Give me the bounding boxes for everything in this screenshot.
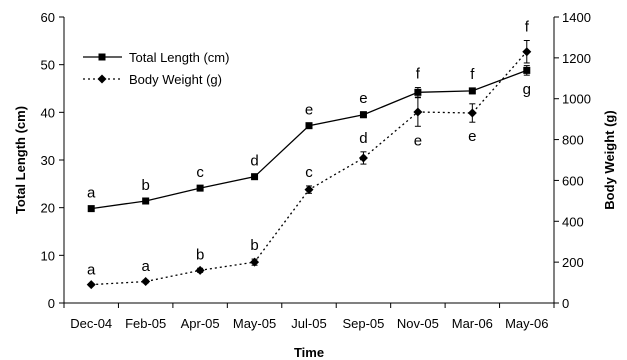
data-point: [251, 173, 259, 181]
series-body-weight: a a b b c d e e f: [86, 18, 532, 290]
x-tick-label: May-06: [505, 316, 548, 331]
data-point: [304, 185, 314, 195]
significance-label: c: [196, 164, 204, 181]
data-point: [195, 265, 205, 275]
series-layer: a b c d e e f f g a a b b c d e e f: [86, 18, 532, 290]
x-tick-label: Nov-05: [397, 316, 439, 331]
y-left-tick-label: 60: [41, 10, 55, 25]
x-axis-title: Time: [294, 345, 324, 360]
y-right-tick-label: 800: [562, 133, 584, 148]
significance-label: a: [141, 258, 150, 275]
data-point: [196, 184, 204, 192]
data-point: [413, 107, 423, 117]
x-tick-label: Feb-05: [125, 316, 166, 331]
x-tick-label: May-05: [233, 316, 276, 331]
significance-label: b: [196, 246, 204, 263]
y-right-tick-label: 0: [562, 296, 569, 311]
y-right-tick-label: 1400: [562, 10, 591, 25]
right-axis-ticks: 0 200 400 600 800 1000 1200 1400: [554, 10, 591, 311]
y-left-tick-label: 20: [41, 201, 55, 216]
significance-label: f: [470, 66, 475, 83]
significance-label: g: [523, 81, 531, 98]
y-right-tick-label: 1000: [562, 92, 591, 107]
legend-marker: [98, 53, 106, 61]
y-left-tick-label: 0: [48, 296, 55, 311]
y-left-tick-label: 50: [41, 58, 55, 73]
y-right-tick-label: 400: [562, 214, 584, 229]
significance-label: e: [359, 90, 367, 107]
significance-label: e: [414, 132, 422, 149]
significance-label: f: [416, 66, 421, 83]
significance-label: e: [468, 128, 476, 145]
data-point: [86, 280, 96, 290]
left-axis-ticks: 0 10 20 30 40 50 60: [41, 10, 64, 311]
significance-label: b: [141, 177, 149, 194]
y-axis-right-title: Body Weight (g): [602, 110, 617, 209]
data-point: [414, 88, 422, 96]
legend: Total Length (cm) Body Weight (g): [83, 50, 229, 87]
significance-label: c: [305, 164, 313, 181]
data-point: [468, 87, 476, 95]
data-point: [141, 277, 151, 287]
data-point: [250, 257, 260, 267]
y-right-tick-label: 600: [562, 173, 584, 188]
data-point: [87, 205, 95, 213]
significance-label: e: [305, 101, 313, 118]
x-tick-label: Mar-06: [452, 316, 493, 331]
x-tick-label: Jul-05: [291, 316, 326, 331]
significance-label: b: [250, 237, 258, 254]
y-right-tick-label: 1200: [562, 51, 591, 66]
data-point: [467, 108, 477, 118]
legend-label: Body Weight (g): [129, 72, 222, 87]
significance-label: d: [359, 130, 367, 147]
significance-label: f: [525, 18, 530, 35]
significance-label: d: [250, 152, 258, 169]
x-tick-label: Dec-04: [70, 316, 112, 331]
data-point: [305, 122, 313, 130]
series-total-length: a b c d e e f f g: [87, 65, 531, 213]
x-tick-label: Apr-05: [181, 316, 220, 331]
y-axis-left-title: Total Length (cm): [13, 106, 28, 214]
data-point: [359, 111, 367, 119]
y-left-tick-label: 30: [41, 153, 55, 168]
data-point: [522, 47, 532, 57]
significance-label: a: [87, 262, 96, 279]
y-left-tick-label: 10: [41, 248, 55, 263]
data-point: [358, 153, 368, 163]
y-left-tick-label: 40: [41, 105, 55, 120]
legend-label: Total Length (cm): [129, 50, 229, 65]
data-point: [523, 66, 531, 74]
x-axis-ticks: Dec-04 Feb-05 Apr-05 May-05 Jul-05 Sep-05 Nov-…: [63, 303, 555, 331]
significance-label: a: [87, 185, 96, 202]
y-right-tick-label: 200: [562, 255, 584, 270]
data-point: [142, 197, 150, 205]
legend-marker: [97, 74, 107, 84]
x-tick-label: Sep-05: [342, 316, 384, 331]
